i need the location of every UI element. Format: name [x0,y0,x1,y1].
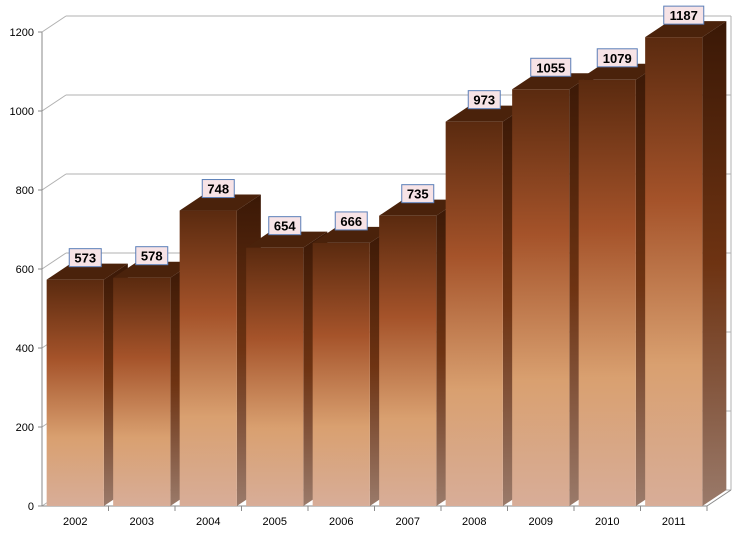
data-label-box [401,184,435,204]
x-tick-label: 2004 [196,516,220,528]
labels-layer: 2002 573 2003 578 2004 748 2005 654 2006 666 2007 7… [63,5,705,528]
bar-front [179,210,237,507]
x-tick-label: 2009 [529,516,553,528]
data-label: 573 [74,251,96,266]
data-label-box [530,57,572,77]
bar-top [512,73,594,90]
bar-top [312,226,394,243]
bar-front [445,121,503,506]
data-label: 1187 [670,8,698,23]
bars-layer [46,21,727,507]
data-label: 748 [207,182,229,197]
data-label: 1079 [603,51,632,66]
y-tick-label: 1000 [10,106,34,118]
y-tick-label: 200 [16,422,34,434]
x-tick-label: 2002 [63,516,87,528]
data-label-box [201,179,235,199]
bar-side [702,21,727,506]
bar-front [645,37,703,506]
bar-front [312,242,370,506]
data-label-box [663,5,705,25]
bar-top [578,63,660,80]
data-label-box [334,211,368,231]
gridline-depth [41,15,67,33]
bar-2011 [645,21,727,506]
bar-front [512,89,570,507]
bar-front [46,279,104,506]
data-label: 578 [141,249,163,264]
floor-edge [706,489,732,507]
bar-top [445,105,527,122]
data-label-box [135,246,169,266]
gridline-depth [41,252,67,270]
data-label-box [596,48,638,68]
bar-top [179,194,261,211]
x-tick-label: 2010 [595,516,619,528]
data-label-box [467,90,501,110]
y-tick-label: 1200 [10,27,34,39]
x-tick-label: 2007 [396,516,420,528]
x-tick-label: 2008 [462,516,486,528]
bar-top [645,21,727,38]
data-label: 666 [340,214,362,229]
bar-front [246,247,304,507]
data-label: 973 [473,93,495,108]
bar-front [379,215,437,507]
x-tick-label: 2006 [329,516,353,528]
data-label: 735 [407,187,429,202]
y-tick-label: 0 [28,501,34,513]
gridline-depth [41,94,67,112]
x-tick-label: 2003 [130,516,154,528]
y-tick-label: 400 [16,343,34,355]
y-tick-label: 800 [16,185,34,197]
bar-front [578,79,636,507]
data-label: 654 [274,219,296,234]
bar-top [379,199,461,216]
data-label-box [268,216,302,236]
bar-front [113,277,171,506]
x-tick-label: 2011 [662,516,686,528]
bar-top [46,263,128,280]
gridline-depth [41,173,67,191]
data-label-box [68,248,102,268]
y-tick-label: 600 [16,264,34,276]
bar-top [113,261,195,278]
bar-top [246,231,328,248]
x-tick-label: 2005 [263,516,287,528]
data-label: 1055 [536,60,565,75]
